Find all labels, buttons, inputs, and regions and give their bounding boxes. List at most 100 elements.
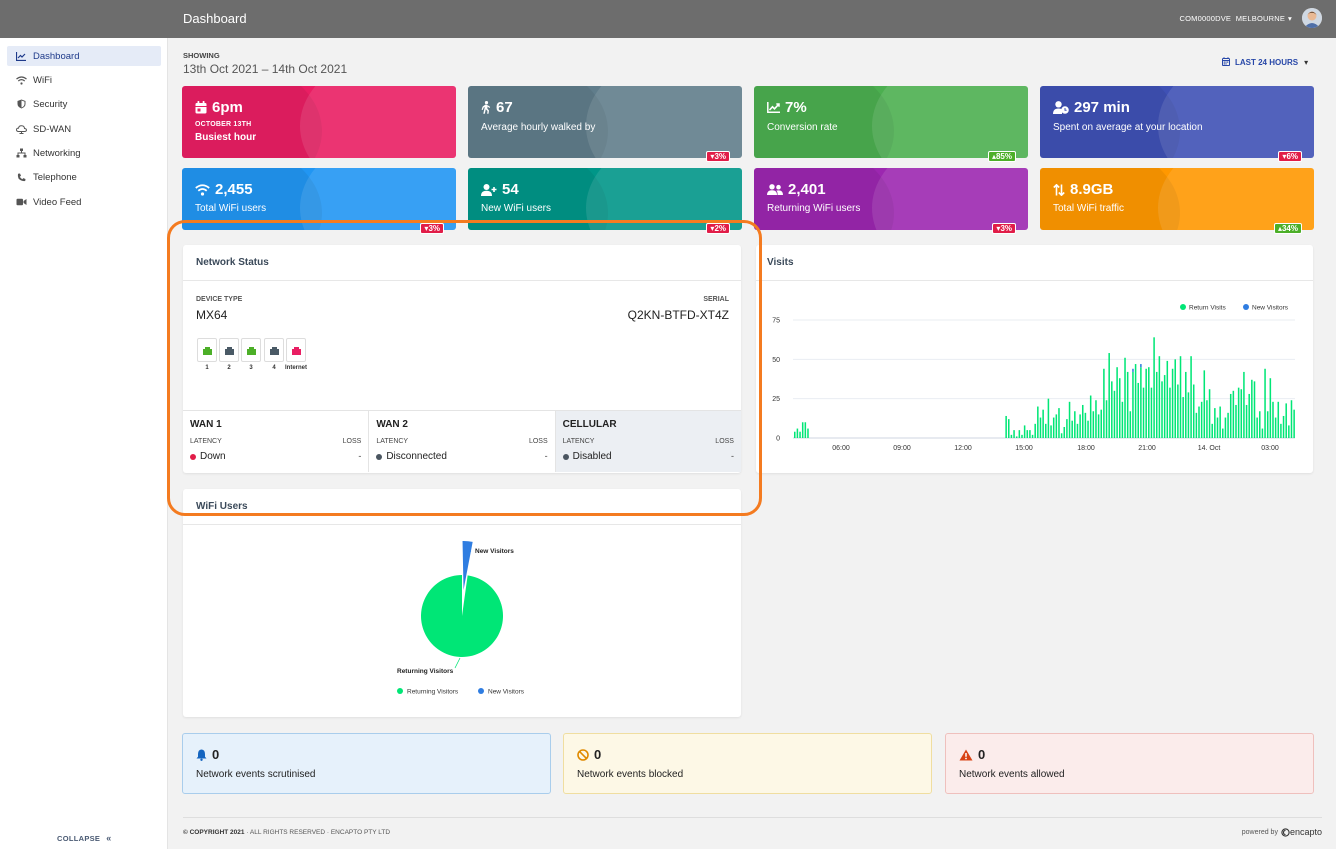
bar-return-visits <box>1272 401 1274 438</box>
x-tick-label: 15:00 <box>1015 445 1033 452</box>
pie-label: New Visitors <box>475 548 514 555</box>
bar-return-visits <box>1111 381 1113 438</box>
bar-return-visits <box>1195 412 1198 438</box>
stat-card-returning-wifi-users: 2,401 Returning WiFi users ▾ 3% <box>754 168 1028 234</box>
port-2[interactable] <box>219 338 239 362</box>
bar-return-visits <box>1237 387 1240 438</box>
sidebar-item-networking[interactable]: Networking <box>7 143 161 163</box>
bar-return-visits <box>1118 378 1121 438</box>
port-1[interactable] <box>197 338 217 362</box>
bar-return-visits <box>1290 400 1293 438</box>
legend-label: Returning Visitors <box>407 689 459 696</box>
showing-label: SHOWING <box>183 51 220 60</box>
bar-return-visits <box>1259 411 1261 438</box>
bar-new-visitors <box>1132 368 1134 372</box>
date-range-label: LAST 24 HOURS <box>1235 58 1299 67</box>
network-icon <box>15 147 27 159</box>
account-location: MELBOURNE <box>1235 14 1286 23</box>
stat-card-total-wifi-users: 2,455 Total WiFi users ▾ 3% <box>182 168 456 234</box>
stat-sublabel: OCTOBER 13TH <box>195 121 252 128</box>
port-4[interactable] <box>264 338 284 362</box>
collapse-button[interactable]: COLLAPSE « <box>57 833 112 843</box>
panel-title: Network Status <box>183 245 741 281</box>
ethernet-port-icon <box>291 346 301 355</box>
bar-return-visits <box>1124 357 1126 438</box>
wan-status: Down <box>190 451 226 462</box>
bar-return-visits <box>1140 367 1142 438</box>
bar-return-visits <box>1211 423 1213 438</box>
bar-return-visits <box>1018 430 1021 438</box>
bar-return-visits <box>1039 417 1042 438</box>
bar-return-visits <box>1089 395 1092 438</box>
wifi-users-pie-chart: New Visitors Returning Visitors Returning … <box>397 541 525 696</box>
account-selector[interactable]: COM0000DVE MELBOURNE ▾ <box>1180 14 1292 23</box>
sidebar-item-video-feed[interactable]: Video Feed <box>7 192 161 212</box>
date-range-dropdown[interactable]: LAST 24 HOURS ▾ <box>1222 57 1308 68</box>
sidebar-item-security[interactable]: Security <box>7 94 161 114</box>
bar-return-visits <box>1068 401 1071 438</box>
account-id: COM0000DVE <box>1179 14 1232 23</box>
event-card-scrutinised: 0 Network events scrutinised <box>182 733 551 794</box>
caret-down-icon: ▾ <box>996 224 1001 233</box>
bar-return-visits <box>1042 409 1044 438</box>
event-value: 0 <box>594 747 602 762</box>
x-tick-label: 06:00 <box>832 445 850 452</box>
caret-down-icon: ▾ <box>1282 152 1287 161</box>
loss-value: - <box>544 451 548 461</box>
bar-return-visits <box>1116 367 1118 438</box>
chart-line-icon <box>15 50 27 62</box>
latency-label: LATENCY <box>562 438 595 445</box>
sidebar-item-wifi[interactable]: WiFi <box>7 70 161 90</box>
bar-return-visits <box>1224 417 1227 438</box>
status-dot-icon <box>562 453 569 460</box>
ban-icon <box>577 748 589 761</box>
bar-return-visits <box>807 428 809 438</box>
sidebar-item-sd-wan[interactable]: SD-WAN <box>7 119 161 139</box>
bar-return-visits <box>1288 425 1290 438</box>
bar-return-visits <box>1121 401 1124 438</box>
bar-return-visits <box>1174 359 1176 438</box>
caret-down-icon: ▾ <box>710 152 715 161</box>
sidebar-item-dashboard[interactable]: Dashboard <box>7 46 161 66</box>
cloud-icon <box>15 123 27 135</box>
bar-return-visits <box>1010 434 1013 438</box>
bar-return-visits <box>1079 414 1081 438</box>
bar-return-visits <box>1045 423 1047 438</box>
trend-down-badge: ▾ 3% <box>992 223 1016 234</box>
video-icon <box>15 196 27 208</box>
bar-return-visits <box>796 428 799 438</box>
ethernet-port-icon <box>224 346 234 355</box>
bar-return-visits <box>1190 356 1192 438</box>
bar-return-visits <box>1158 356 1161 438</box>
bar-return-visits <box>1126 371 1129 438</box>
double-chevron-left-icon: « <box>106 833 112 843</box>
bell-icon <box>196 749 207 761</box>
stat-card-busiest-hour: 6pm OCTOBER 13TH Busiest hour <box>182 86 456 158</box>
users-icon <box>767 184 783 195</box>
caret-down-icon: ▾ <box>710 224 715 233</box>
port-3[interactable] <box>241 338 261 362</box>
bar-return-visits <box>1013 430 1015 438</box>
legend-marker <box>397 688 403 694</box>
avatar[interactable] <box>1302 8 1322 28</box>
bar-return-visits <box>1058 408 1060 438</box>
wan-name: CELLULAR <box>562 419 617 430</box>
bar-return-visits <box>1052 417 1055 438</box>
stat-value: 2,455 <box>215 181 253 198</box>
bar-return-visits <box>1142 387 1145 438</box>
bar-return-visits <box>1037 406 1039 438</box>
ethernet-port-icon <box>246 346 256 355</box>
bar-return-visits <box>1071 420 1073 438</box>
bar-return-visits <box>1148 367 1150 438</box>
wan-status-row: WAN 1 LATENCY LOSS Down - WAN 2 LATENCY … <box>183 410 741 472</box>
loss-label: LOSS <box>342 438 362 445</box>
sidebar-item-label: Telephone <box>33 171 77 183</box>
port-internet[interactable] <box>286 338 306 362</box>
bar-return-visits <box>1177 384 1179 438</box>
bar-return-visits <box>1050 425 1052 438</box>
bar-return-visits <box>1203 370 1206 438</box>
sidebar-item-label: Security <box>33 98 68 110</box>
sidebar-item-telephone[interactable]: Telephone <box>7 167 161 187</box>
top-bar: Dashboard COM0000DVE MELBOURNE ▾ <box>0 0 1336 38</box>
user-plus-icon <box>481 183 497 196</box>
